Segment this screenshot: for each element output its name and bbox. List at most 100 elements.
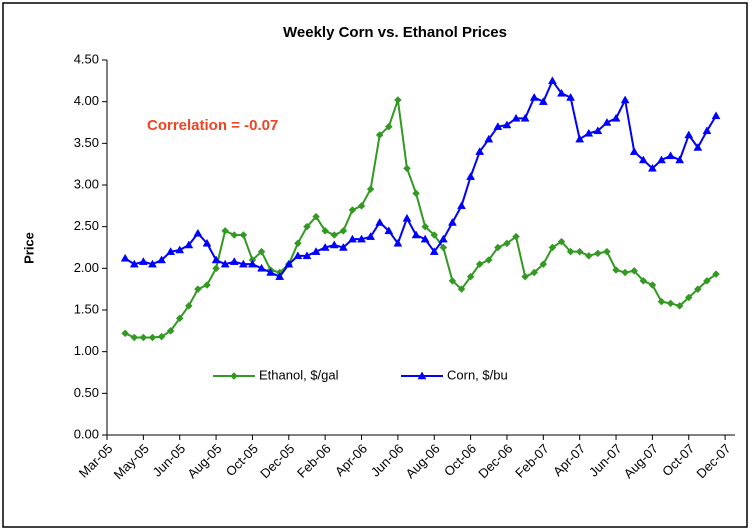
point [339, 226, 348, 235]
y-tick-label: 4.50 [74, 51, 99, 66]
annotation: Correlation = -0.07 [147, 117, 278, 134]
point [239, 231, 248, 239]
y-tick-label: 0.50 [74, 385, 99, 400]
point [412, 189, 420, 198]
point [475, 260, 484, 269]
point [639, 276, 648, 285]
point [284, 259, 294, 268]
point [611, 113, 621, 122]
point [629, 147, 639, 155]
point [148, 259, 157, 268]
point [484, 134, 494, 143]
point [138, 257, 148, 265]
point [338, 242, 348, 251]
point [475, 147, 485, 155]
point [684, 293, 693, 302]
y-tick-label: 1.00 [74, 343, 99, 358]
point [348, 206, 357, 214]
point [438, 234, 448, 243]
point [375, 217, 385, 226]
point [366, 232, 376, 240]
legend-label: Corn, $/bu [447, 367, 508, 382]
point [666, 151, 676, 160]
point [238, 259, 248, 268]
point [520, 113, 530, 122]
point [403, 164, 411, 173]
point [447, 217, 457, 226]
point [712, 270, 720, 279]
point [657, 155, 666, 164]
point [684, 130, 694, 139]
point [193, 228, 203, 237]
y-tick-label: 2.50 [74, 218, 99, 233]
y-tick-label: 3.00 [74, 176, 99, 191]
point [530, 268, 539, 277]
point [212, 264, 220, 273]
point [184, 240, 194, 249]
point [702, 126, 712, 135]
y-tick-label: 3.50 [74, 135, 99, 150]
point [275, 272, 285, 280]
point [175, 245, 185, 254]
point [602, 117, 612, 126]
point [421, 222, 430, 231]
point [693, 142, 703, 151]
point [393, 238, 403, 247]
point [584, 128, 594, 137]
point [430, 231, 439, 239]
point [357, 234, 366, 243]
point [566, 92, 576, 101]
point [294, 239, 302, 248]
point [420, 234, 430, 243]
point [711, 111, 721, 120]
point [257, 263, 266, 272]
point [411, 230, 421, 239]
point [248, 259, 257, 268]
point [703, 276, 711, 285]
point [202, 238, 212, 247]
point [130, 333, 139, 342]
point [402, 213, 412, 222]
point [593, 126, 603, 135]
point [693, 285, 702, 294]
point [221, 226, 230, 235]
point [466, 172, 476, 180]
point [503, 239, 511, 248]
chart-title: Weekly Corn vs. Ethanol Prices [283, 24, 507, 41]
point [675, 301, 684, 310]
point [457, 201, 466, 210]
point [211, 255, 221, 264]
point [648, 281, 657, 289]
point [594, 249, 602, 258]
point [557, 237, 566, 246]
point [666, 299, 675, 308]
point [302, 251, 312, 260]
point [157, 332, 166, 341]
point [194, 285, 202, 294]
point [321, 226, 330, 235]
point [566, 247, 575, 256]
point [529, 92, 539, 101]
point [657, 297, 666, 306]
y-tick-label: 0.00 [74, 426, 99, 441]
point [557, 88, 566, 97]
point [347, 234, 357, 243]
y-tick-label: 4.00 [74, 93, 99, 108]
point [330, 231, 339, 239]
point [647, 163, 657, 172]
point [612, 266, 620, 274]
point [512, 232, 520, 241]
point [484, 256, 493, 264]
point [366, 185, 375, 194]
point [547, 76, 557, 85]
point [502, 120, 512, 129]
point [448, 276, 457, 285]
point [303, 222, 311, 231]
point [384, 122, 393, 131]
point [139, 333, 148, 342]
point [175, 314, 184, 323]
point [603, 247, 611, 256]
point [429, 247, 439, 255]
